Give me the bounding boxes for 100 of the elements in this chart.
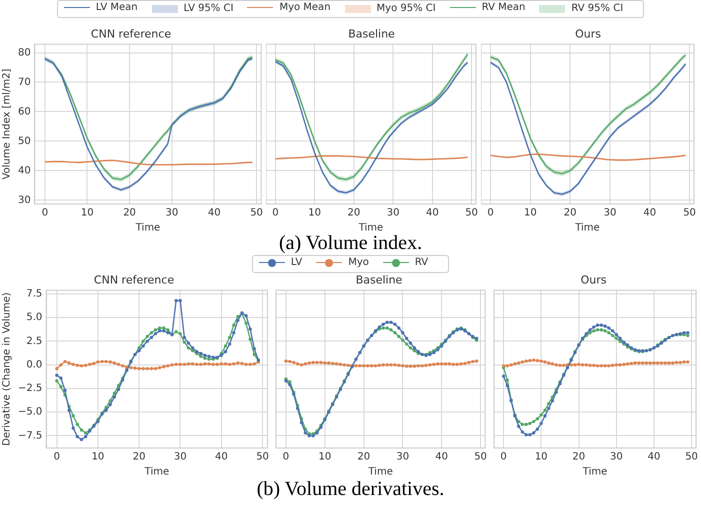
point: [611, 334, 614, 338]
x-tick-label: 20: [123, 208, 136, 219]
point: [248, 338, 252, 341]
point: [596, 324, 600, 327]
point: [596, 328, 600, 332]
point: [524, 359, 528, 363]
x-tick-label: 50: [250, 208, 263, 219]
point: [592, 325, 596, 329]
x-tick-label: 40: [435, 452, 448, 463]
point: [154, 367, 158, 370]
point: [174, 330, 178, 334]
point: [686, 334, 690, 338]
x-axis-title: Time: [358, 222, 384, 234]
x-tick-label: 50: [685, 452, 698, 463]
point: [248, 362, 252, 366]
point: [154, 328, 158, 332]
point: [174, 298, 178, 302]
point: [584, 363, 588, 366]
y-tick-label: 70: [18, 76, 31, 88]
point: [412, 364, 416, 368]
point: [315, 360, 319, 364]
point: [404, 342, 408, 346]
point: [378, 364, 381, 367]
point: [199, 362, 202, 366]
point: [603, 364, 607, 368]
point: [558, 364, 562, 367]
point: [656, 361, 660, 365]
point: [456, 362, 459, 366]
x-axis-title: Time: [367, 466, 393, 478]
point: [404, 336, 408, 340]
x-tick-label: 10: [80, 208, 94, 219]
point: [547, 361, 550, 365]
point: [524, 433, 528, 436]
point: [577, 362, 580, 366]
point: [618, 340, 622, 343]
x-tick-label: 0: [282, 452, 290, 463]
point: [88, 362, 92, 366]
point: [600, 328, 603, 332]
point: [401, 338, 404, 342]
point: [207, 358, 211, 361]
x-tick-label: 20: [348, 208, 360, 219]
point: [76, 422, 79, 426]
point: [543, 408, 547, 412]
point: [452, 362, 455, 366]
point: [682, 360, 686, 364]
x-axis-title: Time: [582, 466, 608, 478]
point: [528, 422, 532, 426]
x-tick-label: 50: [465, 208, 478, 219]
point: [166, 331, 170, 334]
y-tick-label: 5.0: [26, 312, 42, 324]
point: [393, 363, 397, 366]
x-tick-label: 10: [534, 452, 548, 463]
point: [182, 336, 186, 340]
point: [80, 428, 84, 432]
point: [358, 364, 362, 368]
point: [207, 354, 211, 358]
point: [408, 364, 412, 368]
point: [513, 362, 516, 366]
point: [652, 361, 656, 365]
point: [401, 364, 404, 368]
chart-title: CNN reference: [94, 273, 174, 286]
y-tick-label: 40: [18, 165, 31, 176]
point: [92, 362, 96, 366]
point: [186, 362, 190, 366]
x-tick-label: 30: [396, 452, 410, 463]
point: [536, 417, 540, 420]
point: [550, 399, 554, 402]
point: [63, 360, 67, 364]
point: [554, 390, 558, 394]
point: [199, 354, 202, 358]
point: [404, 364, 408, 368]
legend-label: RV Mean: [482, 2, 526, 13]
point: [158, 366, 162, 370]
point: [540, 422, 543, 426]
point: [68, 361, 71, 365]
point: [170, 363, 174, 366]
point: [389, 363, 393, 366]
point: [158, 326, 162, 330]
point: [55, 367, 58, 370]
x-tick-label: 10: [92, 452, 104, 463]
point: [150, 331, 154, 334]
x-tick-label: 30: [604, 208, 616, 219]
point: [300, 363, 304, 366]
point: [644, 361, 648, 365]
point: [416, 364, 420, 368]
point: [382, 322, 385, 326]
chart-title: Ours: [575, 27, 602, 40]
point: [412, 346, 416, 350]
point: [108, 402, 112, 406]
point: [232, 362, 236, 366]
x-tick-label: 20: [572, 452, 586, 463]
point: [319, 360, 323, 364]
point: [244, 314, 248, 318]
point: [346, 364, 350, 367]
point: [641, 361, 644, 365]
point: [607, 364, 610, 368]
x-tick-label: 20: [132, 452, 146, 463]
y-axis-title: Derivative (Change in Volume): [2, 292, 13, 446]
point: [459, 362, 463, 366]
point: [59, 376, 62, 380]
